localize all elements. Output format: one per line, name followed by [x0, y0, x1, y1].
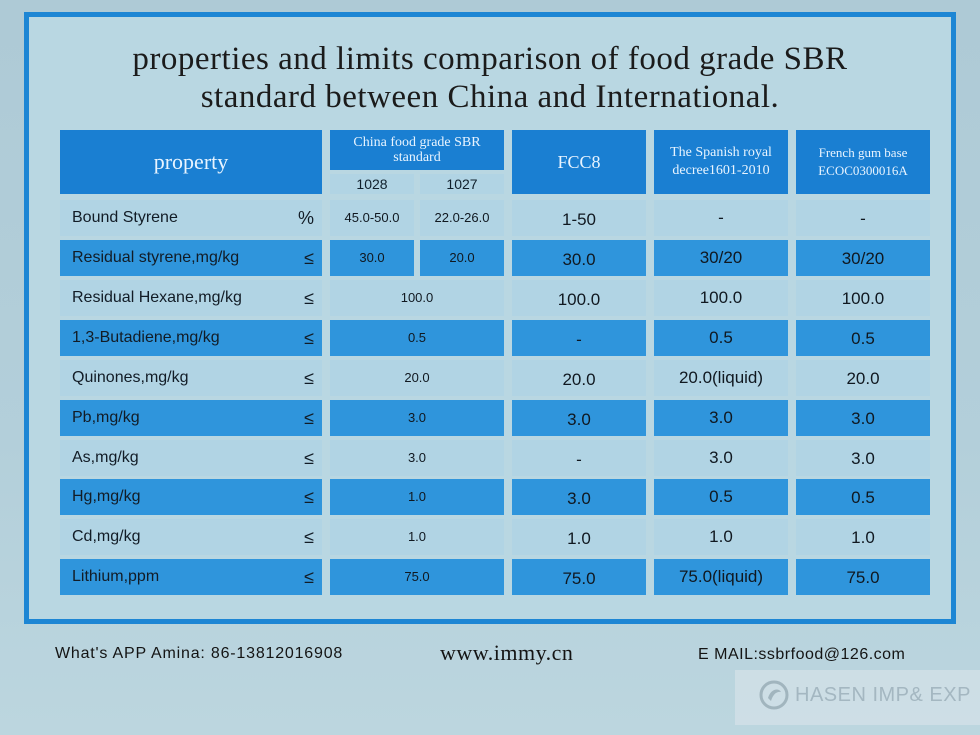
row-symbol: ≤	[288, 320, 322, 356]
row-symbol: ≤	[288, 360, 322, 396]
french-value: -	[796, 200, 930, 236]
fcc8-value: 3.0	[512, 479, 646, 515]
email-contact: E MAIL:ssbrfood@126.com	[698, 646, 906, 663]
row-label: Lithium,ppm	[60, 559, 288, 595]
row-symbol: ≤	[288, 519, 322, 555]
company-logo-icon	[759, 680, 789, 710]
china-1027-value: 20.0	[420, 240, 504, 276]
china-value: 20.0	[330, 360, 504, 396]
spanish-value: 100.0	[654, 280, 788, 316]
row-symbol: %	[288, 200, 322, 236]
fcc8-value: 3.0	[512, 400, 646, 436]
watermark: HASEN IMP& EXP	[735, 670, 980, 725]
china-1027-value: 22.0-26.0	[420, 200, 504, 236]
header-china-standard: China food grade SBR standard	[330, 130, 504, 170]
fcc8-value: -	[512, 320, 646, 356]
row-symbol: ≤	[288, 400, 322, 436]
china-1028-value: 30.0	[330, 240, 414, 276]
french-value: 1.0	[796, 519, 930, 555]
row-label: Cd,mg/kg	[60, 519, 288, 555]
spanish-value: 0.5	[654, 479, 788, 515]
french-value: 0.5	[796, 479, 930, 515]
whatsapp-contact: What's APP Amina: 86-13812016908	[55, 645, 344, 662]
french-value: 100.0	[796, 280, 930, 316]
china-value: 3.0	[330, 440, 504, 476]
china-value: 0.5	[330, 320, 504, 356]
fcc8-value: 1-50	[512, 200, 646, 236]
website-link[interactable]: www.immy.cn	[440, 640, 574, 665]
header-property: property	[60, 130, 322, 194]
header-china-1028: 1028	[330, 174, 414, 194]
spanish-value: 75.0(liquid)	[654, 559, 788, 595]
fcc8-value: 1.0	[512, 519, 646, 555]
fcc8-value: 30.0	[512, 240, 646, 276]
row-label: 1,3-Butadiene,mg/kg	[60, 320, 288, 356]
row-label: Bound Styrene	[60, 200, 288, 236]
french-value: 20.0	[796, 360, 930, 396]
header-spanish: The Spanish royal decree1601-2010	[654, 130, 788, 194]
row-label: As,mg/kg	[60, 440, 288, 476]
french-value: 75.0	[796, 559, 930, 595]
spanish-value: 30/20	[654, 240, 788, 276]
china-value: 1.0	[330, 479, 504, 515]
row-label: Quinones,mg/kg	[60, 360, 288, 396]
french-value: 3.0	[796, 400, 930, 436]
french-value: 30/20	[796, 240, 930, 276]
row-symbol: ≤	[288, 240, 322, 276]
row-label: Residual styrene,mg/kg	[60, 240, 288, 276]
spanish-value: 1.0	[654, 519, 788, 555]
row-label: Pb,mg/kg	[60, 400, 288, 436]
china-value: 100.0	[330, 280, 504, 316]
header-french: French gum base ECOC0300016A	[796, 130, 930, 194]
spanish-value: 3.0	[654, 440, 788, 476]
row-symbol: ≤	[288, 479, 322, 515]
fcc8-value: 75.0	[512, 559, 646, 595]
watermark-text: HASEN IMP& EXP	[795, 684, 971, 706]
fcc8-value: -	[512, 440, 646, 476]
china-value: 75.0	[330, 559, 504, 595]
china-1028-value: 45.0-50.0	[330, 200, 414, 236]
french-value: 0.5	[796, 320, 930, 356]
spanish-value: 20.0(liquid)	[654, 360, 788, 396]
spanish-value: -	[654, 200, 788, 236]
spanish-value: 0.5	[654, 320, 788, 356]
row-label: Residual Hexane,mg/kg	[60, 280, 288, 316]
french-value: 3.0	[796, 440, 930, 476]
title-line-1: properties and limits comparison of food…	[132, 41, 848, 77]
row-symbol: ≤	[288, 440, 322, 476]
header-china-1027: 1027	[420, 174, 504, 194]
row-symbol: ≤	[288, 559, 322, 595]
row-label: Hg,mg/kg	[60, 479, 288, 515]
row-symbol: ≤	[288, 280, 322, 316]
page-title: properties and limits comparison of food…	[40, 40, 940, 116]
fcc8-value: 20.0	[512, 360, 646, 396]
header-fcc8: FCC8	[512, 130, 646, 194]
fcc8-value: 100.0	[512, 280, 646, 316]
title-line-2: standard between China and International…	[200, 79, 780, 115]
china-value: 1.0	[330, 519, 504, 555]
china-value: 3.0	[330, 400, 504, 436]
spanish-value: 3.0	[654, 400, 788, 436]
